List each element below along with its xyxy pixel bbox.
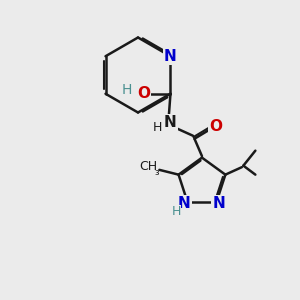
Text: O: O [209, 118, 222, 134]
Text: N: N [212, 196, 225, 211]
Text: N: N [164, 115, 177, 130]
Text: O: O [137, 86, 150, 101]
Text: ₃: ₃ [154, 167, 159, 177]
Text: N: N [164, 49, 177, 64]
Text: H: H [153, 121, 162, 134]
Text: H: H [121, 83, 132, 97]
Text: N: N [178, 196, 190, 211]
Text: CH: CH [140, 160, 158, 173]
Text: H: H [171, 205, 181, 218]
